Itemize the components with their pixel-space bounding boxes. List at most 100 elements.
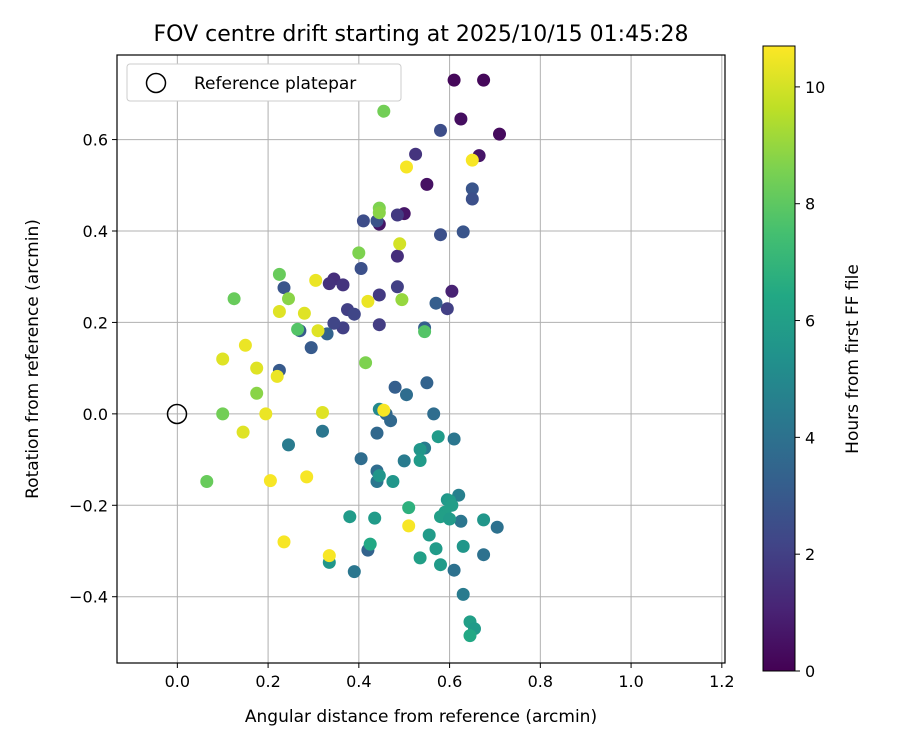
scatter-point (372, 469, 386, 483)
x-axis-ticks: 0.0 0.2 0.4 0.6 0.8 1.0 1.2 (165, 663, 735, 691)
scatter-point (311, 324, 325, 338)
scatter-point (370, 426, 384, 440)
scatter-point (465, 153, 479, 167)
scatter-point (477, 548, 491, 562)
scatter-point (291, 322, 305, 336)
scatter-point (347, 307, 361, 321)
scatter-point (282, 292, 295, 306)
colorbar: 0 2 4 6 8 10 Hours from first FF file (762, 45, 863, 681)
scatter-point (297, 306, 311, 320)
x-tick-label: 0.8 (528, 672, 553, 691)
scatter-point (413, 551, 427, 565)
scatter-point (429, 296, 443, 310)
x-tick-label: 0.2 (255, 672, 280, 691)
scatter-point (456, 587, 470, 601)
scatter-point (390, 249, 404, 263)
scatter-point (431, 430, 445, 444)
scatter-point (277, 535, 291, 549)
scatter-point (434, 123, 447, 137)
scatter-point (272, 267, 286, 281)
scatter-point (372, 206, 386, 220)
y-tick-label: 0.0 (83, 405, 108, 424)
scatter-point (445, 284, 459, 298)
scatter-point (454, 514, 468, 528)
scatter-point (440, 302, 454, 316)
plot-frame (116, 54, 726, 664)
scatter-points (200, 73, 506, 643)
scatter-point (429, 542, 443, 556)
scatter-point (393, 237, 407, 251)
scatter-point (390, 208, 404, 222)
legend-box (126, 63, 402, 102)
scatter-point (316, 406, 329, 419)
scatter-point (409, 147, 423, 161)
y-tick-label: 0.6 (83, 131, 108, 150)
x-tick-label: 0.4 (346, 672, 371, 691)
scatter-point (361, 294, 375, 308)
scatter-point (490, 520, 504, 534)
scatter-point (386, 475, 400, 488)
scatter-point (356, 214, 370, 228)
scatter-point (352, 246, 366, 260)
scatter-point (327, 316, 341, 330)
scatter-point (250, 361, 264, 375)
scatter-point (322, 277, 336, 291)
scatter-point (368, 511, 382, 525)
scatter-point (263, 474, 277, 488)
colorbar-tick-label: 6 (805, 312, 815, 331)
scatter-point (420, 177, 434, 191)
scatter-point (456, 539, 470, 553)
scatter-point (477, 73, 491, 87)
scatter-point (447, 73, 461, 87)
colorbar-tick-label: 2 (805, 545, 815, 564)
scatter-point (343, 510, 357, 524)
x-tick-label: 1.2 (709, 672, 734, 691)
y-tick-label: −0.2 (69, 496, 108, 515)
scatter-point (238, 338, 252, 352)
scatter-point (372, 318, 386, 332)
scatter-point (400, 388, 413, 402)
y-tick-label: 0.2 (83, 313, 108, 332)
x-tick-label: 0.0 (165, 672, 190, 691)
legend-marker (145, 72, 167, 94)
scatter-point (463, 629, 477, 643)
scatter-point (418, 325, 432, 339)
scatter-point (304, 341, 318, 355)
scatter-point (434, 558, 447, 572)
scatter-point (465, 182, 479, 196)
grid (117, 55, 725, 663)
y-tick-label: 0.4 (83, 222, 108, 241)
scatter-point (363, 537, 377, 551)
scatter-point (465, 192, 479, 206)
scatter-point (322, 549, 336, 563)
scatter-point (413, 443, 427, 456)
scatter-point (447, 432, 461, 446)
scatter-point (395, 293, 409, 307)
y-tick-label: −0.4 (69, 588, 108, 607)
scatter-point (259, 407, 273, 421)
scatter-point (384, 414, 398, 428)
scatter-point (427, 407, 441, 421)
colorbar-gradient (762, 45, 796, 672)
x-axis-label: Angular distance from reference (arcmin) (245, 707, 597, 727)
scatter-point (216, 352, 230, 366)
scatter-point (316, 424, 329, 438)
scatter-point (272, 305, 286, 318)
chart-title: FOV centre drift starting at 2025/10/15 … (154, 22, 689, 47)
scatter-point (402, 501, 416, 515)
scatter-point (200, 475, 214, 488)
scatter-point (372, 288, 386, 302)
scatter-point (397, 454, 411, 468)
scatter-point (434, 228, 447, 242)
scatter-point (347, 565, 361, 579)
scatter-point (354, 262, 368, 275)
scatter-point (359, 356, 373, 370)
scatter-point (400, 160, 413, 174)
legend: Reference platepar (126, 63, 402, 102)
colorbar-tick-label: 0 (805, 662, 815, 681)
scatter-point (336, 278, 350, 292)
scatter-point (282, 438, 295, 452)
colorbar-tick-label: 10 (805, 78, 825, 97)
scatter-point (309, 273, 323, 287)
